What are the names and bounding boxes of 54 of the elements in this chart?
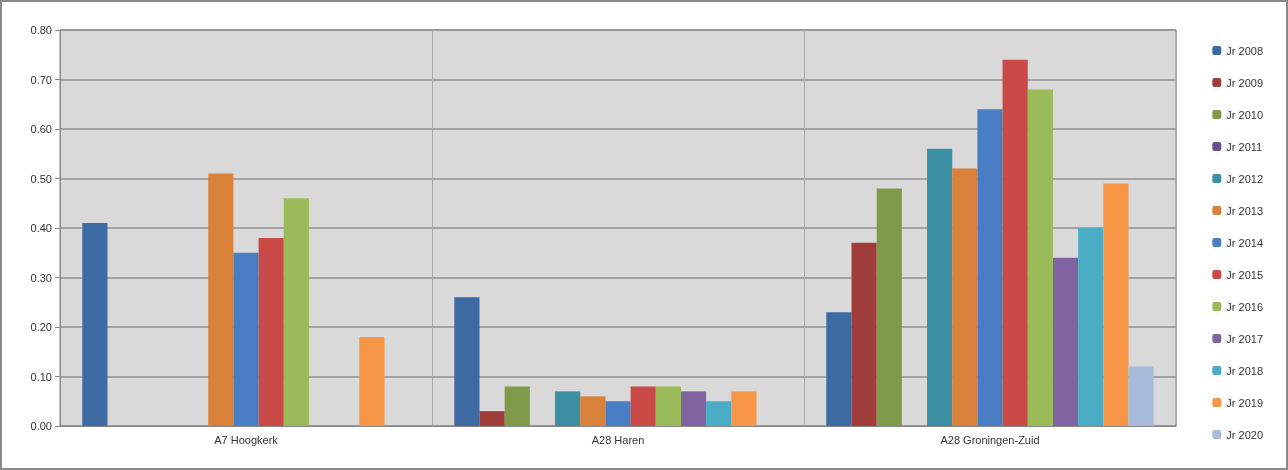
legend-label: Jr 2013	[1226, 204, 1264, 217]
legend-label: Jr 2014	[1226, 236, 1264, 249]
y-tick-label: 0.80	[30, 24, 52, 36]
bar	[977, 109, 1003, 426]
bar	[555, 391, 581, 426]
bar	[826, 312, 852, 426]
bar	[851, 242, 877, 426]
x-tick-label: A28 Haren	[591, 433, 645, 446]
bar	[680, 391, 707, 426]
bar	[1128, 366, 1154, 426]
bar	[630, 386, 656, 426]
y-tick-label: 0.20	[30, 321, 52, 333]
bar	[208, 173, 234, 426]
bar	[876, 188, 902, 426]
bar	[1052, 257, 1079, 426]
bar	[927, 148, 953, 426]
bar	[1103, 183, 1129, 426]
bar	[605, 401, 631, 426]
bar	[479, 411, 505, 426]
bar	[233, 252, 259, 426]
bar	[655, 386, 681, 426]
bar	[258, 237, 284, 426]
y-tick-label: 0.60	[30, 123, 52, 135]
bar	[952, 168, 978, 426]
legend-label: Jr 2020	[1226, 428, 1264, 441]
bar	[1002, 59, 1028, 426]
legend-label: Jr 2016	[1226, 300, 1264, 313]
y-tick-label: 0.10	[30, 370, 52, 383]
y-tick-label: 0.00	[30, 420, 52, 432]
y-tick-label: 0.40	[30, 222, 52, 234]
y-tick-label: 0.50	[30, 172, 52, 185]
bar	[283, 198, 309, 426]
legend-label: Jr 2009	[1226, 76, 1264, 89]
bar	[1027, 89, 1053, 426]
legend-label: Jr 2018	[1226, 364, 1264, 377]
bar	[82, 223, 108, 426]
x-tick-label: A28 Groningen-Zuid	[940, 433, 1040, 446]
bar	[504, 386, 530, 426]
bar	[359, 336, 385, 426]
legend-label: Jr 2010	[1226, 108, 1264, 121]
legend-label: Jr 2011	[1226, 140, 1263, 153]
x-tick-label: A7 Hoogkerk	[214, 433, 279, 446]
legend-label: Jr 2008	[1226, 44, 1264, 57]
bar	[454, 297, 480, 426]
bar	[1078, 228, 1104, 426]
bar	[731, 391, 757, 426]
bar	[580, 396, 606, 426]
legend-label: Jr 2019	[1226, 396, 1264, 409]
y-tick-label: 0.70	[30, 73, 52, 86]
legend-label: Jr 2015	[1226, 268, 1264, 281]
legend-label: Jr 2012	[1226, 172, 1264, 185]
bar	[706, 401, 732, 426]
y-tick-label: 0.30	[30, 271, 52, 284]
legend-label: Jr 2017	[1226, 332, 1264, 345]
